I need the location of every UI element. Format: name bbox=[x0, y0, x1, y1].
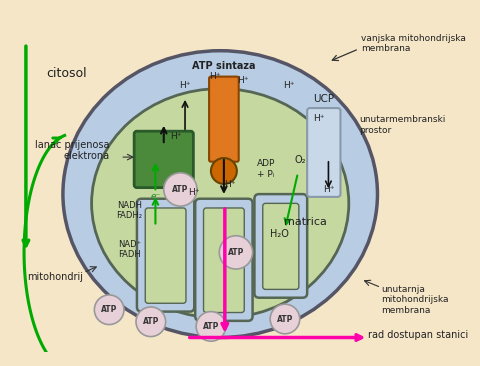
Text: H⁺: H⁺ bbox=[189, 188, 200, 197]
Circle shape bbox=[136, 307, 166, 337]
Text: e⁻: e⁻ bbox=[150, 193, 160, 201]
Text: ATP sintaza: ATP sintaza bbox=[192, 61, 256, 71]
Text: H⁺: H⁺ bbox=[180, 81, 191, 90]
Text: vanjska mitohondrijska
membrana: vanjska mitohondrijska membrana bbox=[361, 34, 466, 53]
Text: ATP: ATP bbox=[277, 314, 293, 324]
FancyBboxPatch shape bbox=[134, 131, 193, 188]
Text: matrica: matrica bbox=[284, 217, 327, 227]
FancyBboxPatch shape bbox=[137, 199, 194, 311]
Text: H₂O: H₂O bbox=[270, 229, 289, 239]
Circle shape bbox=[95, 295, 124, 325]
Text: ADP
+ Pᵢ: ADP + Pᵢ bbox=[257, 160, 276, 179]
Text: ATP: ATP bbox=[101, 305, 117, 314]
FancyBboxPatch shape bbox=[307, 108, 340, 197]
Text: H⁺: H⁺ bbox=[224, 180, 235, 189]
FancyBboxPatch shape bbox=[254, 194, 307, 298]
Circle shape bbox=[219, 236, 252, 269]
Circle shape bbox=[164, 173, 197, 206]
Ellipse shape bbox=[63, 51, 377, 337]
FancyBboxPatch shape bbox=[195, 199, 252, 321]
Text: H⁺: H⁺ bbox=[323, 185, 334, 194]
Text: H⁺: H⁺ bbox=[283, 81, 294, 90]
Text: ATP: ATP bbox=[172, 185, 189, 194]
Circle shape bbox=[211, 158, 237, 184]
Text: mitohondrij: mitohondrij bbox=[27, 272, 84, 283]
Text: H⁺: H⁺ bbox=[313, 114, 325, 123]
Text: H⁺: H⁺ bbox=[237, 76, 248, 85]
Text: ATP: ATP bbox=[203, 322, 219, 331]
Text: unutarnja
mitohondrijska
membrana: unutarnja mitohondrijska membrana bbox=[381, 285, 449, 314]
Text: rad dostupan stanici: rad dostupan stanici bbox=[368, 330, 468, 340]
Text: O₂: O₂ bbox=[295, 155, 306, 165]
Text: UCP: UCP bbox=[313, 94, 335, 104]
FancyBboxPatch shape bbox=[145, 208, 186, 303]
Text: lanac prijenosa
elektrona: lanac prijenosa elektrona bbox=[35, 140, 109, 161]
FancyBboxPatch shape bbox=[0, 10, 448, 356]
Text: ATP: ATP bbox=[228, 248, 244, 257]
FancyBboxPatch shape bbox=[209, 76, 239, 162]
Text: H⁺: H⁺ bbox=[209, 72, 220, 81]
Text: H⁺: H⁺ bbox=[170, 132, 181, 141]
Text: NADH
FADH₂: NADH FADH₂ bbox=[117, 201, 143, 220]
FancyBboxPatch shape bbox=[204, 208, 244, 313]
Circle shape bbox=[270, 304, 300, 334]
Text: NAD⁺
FADH: NAD⁺ FADH bbox=[118, 240, 141, 259]
Text: ATP: ATP bbox=[143, 317, 159, 326]
Text: unutarmembranski
prostor: unutarmembranski prostor bbox=[359, 115, 445, 135]
Circle shape bbox=[196, 311, 226, 341]
Text: citosol: citosol bbox=[46, 67, 87, 80]
Ellipse shape bbox=[92, 89, 349, 318]
FancyBboxPatch shape bbox=[263, 203, 299, 290]
